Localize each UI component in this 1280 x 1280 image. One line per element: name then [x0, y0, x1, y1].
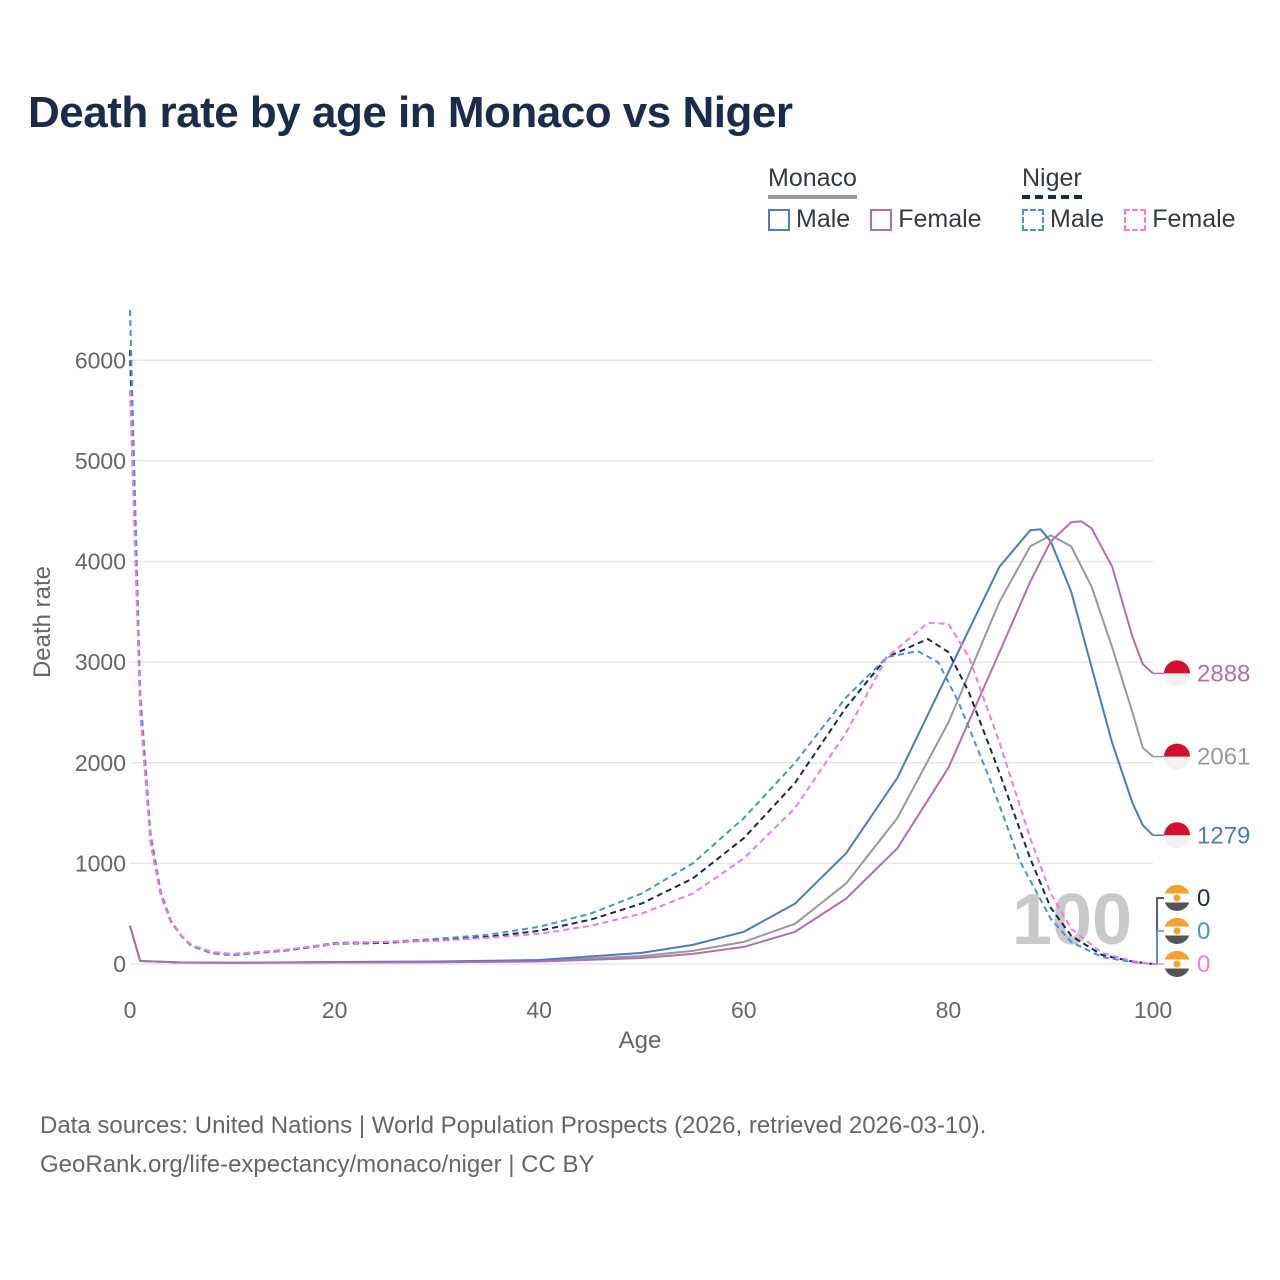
flag-top-half — [1164, 822, 1190, 836]
flag-disc — [1173, 960, 1181, 968]
footer-sources: Data sources: United Nations | World Pop… — [40, 1112, 987, 1139]
end-label-value: 2061 — [1197, 744, 1250, 771]
legend-niger-title[interactable]: Niger — [1022, 164, 1082, 199]
x-tick-label: 20 — [322, 997, 348, 1023]
x-axis-ticks: 0 20 40 60 80 100 — [124, 997, 1173, 1023]
series-lines — [129, 309, 1154, 965]
y-tick-label: 5000 — [75, 448, 126, 474]
end-labels: 2888 2061 1279 0 0 0 — [1153, 660, 1250, 978]
y-tick-label: 3000 — [75, 649, 126, 675]
x-tick-label: 80 — [936, 997, 962, 1023]
x-axis-label: Age — [619, 1027, 662, 1054]
footer: Data sources: United Nations | World Pop… — [40, 1106, 986, 1184]
niger-flag-icon — [1164, 918, 1190, 944]
x-tick-label: 0 — [124, 997, 137, 1023]
legend-niger-male-swatch — [1022, 208, 1044, 231]
series-line-niger-female[interactable] — [129, 390, 1154, 965]
niger-flag-icon — [1164, 951, 1190, 977]
flag-top-half — [1164, 743, 1190, 757]
legend-niger-male-label: Male — [1050, 205, 1105, 233]
chart-title: Death rate by age in Monaco vs Niger — [28, 88, 793, 137]
legend-monaco: Monaco Male Female — [768, 164, 996, 234]
y-axis-ticks: 0 1000 2000 3000 4000 5000 6000 — [75, 347, 126, 977]
legend-niger-female-label: Female — [1152, 205, 1236, 233]
legend-niger-female[interactable]: Female — [1124, 205, 1236, 234]
end-label-value: 0 — [1197, 918, 1210, 945]
monaco-flag-icon — [1164, 743, 1190, 770]
monaco-flag-icon — [1164, 660, 1190, 687]
end-label-value: 1279 — [1197, 822, 1250, 849]
flag-disc — [1173, 894, 1181, 902]
series-line-monaco-total[interactable] — [129, 534, 1154, 964]
legend-monaco-female[interactable]: Female — [870, 205, 982, 234]
y-tick-label: 4000 — [75, 549, 126, 575]
series-line-monaco-female[interactable] — [129, 520, 1154, 964]
legend-niger-male[interactable]: Male — [1022, 205, 1104, 234]
series-line-niger-male[interactable] — [129, 309, 1154, 965]
legend-monaco-male-swatch — [768, 208, 790, 231]
series-line-monaco-male[interactable] — [129, 528, 1154, 964]
y-tick-label: 2000 — [75, 750, 126, 776]
series-line-niger-total[interactable] — [129, 350, 1154, 965]
legend-monaco-male[interactable]: Male — [768, 205, 850, 234]
legend-niger: Niger Male Female — [1022, 164, 1250, 234]
flag-disc — [1173, 927, 1181, 935]
legend-niger-female-swatch — [1124, 208, 1147, 231]
monaco-flag-icon — [1164, 822, 1190, 849]
legend-monaco-title[interactable]: Monaco — [768, 164, 857, 199]
legend-monaco-female-swatch — [870, 208, 893, 231]
legend-monaco-male-label: Male — [796, 205, 851, 233]
end-label-value: 0 — [1197, 885, 1210, 912]
x-tick-label: 40 — [526, 997, 552, 1023]
y-tick-label: 1000 — [75, 850, 126, 876]
end-label-value: 0 — [1197, 951, 1210, 978]
y-tick-label: 0 — [113, 951, 126, 977]
footer-link[interactable]: GeoRank.org/life-expectancy/monaco/niger… — [40, 1151, 595, 1178]
flag-top-half — [1164, 660, 1190, 674]
x-tick-label: 100 — [1134, 997, 1172, 1023]
grid-lines — [130, 359, 1153, 965]
x-tick-label: 60 — [731, 997, 757, 1023]
y-axis-label: Death rate — [29, 566, 56, 678]
end-label-connector — [1153, 930, 1164, 965]
year-watermark: 100 — [1012, 880, 1132, 960]
end-label-value: 2888 — [1197, 660, 1250, 687]
legend-monaco-female-label: Female — [898, 205, 982, 233]
y-tick-label: 6000 — [75, 347, 126, 373]
niger-flag-icon — [1164, 885, 1190, 911]
